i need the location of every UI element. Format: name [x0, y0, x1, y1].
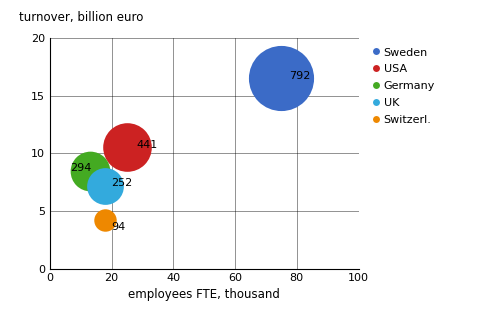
X-axis label: employees FTE, thousand: employees FTE, thousand — [128, 288, 280, 301]
Text: 94: 94 — [112, 222, 126, 232]
Legend: Sweden, USA, Germany, UK, Switzerl.: Sweden, USA, Germany, UK, Switzerl. — [371, 44, 438, 129]
Text: 294: 294 — [70, 163, 91, 173]
Text: 252: 252 — [112, 178, 133, 188]
Text: 792: 792 — [289, 71, 310, 81]
Point — [102, 183, 110, 188]
Point — [277, 76, 285, 81]
Text: turnover, billion euro: turnover, billion euro — [19, 11, 143, 24]
Point — [123, 145, 131, 150]
Point — [102, 218, 110, 223]
Text: 441: 441 — [136, 140, 157, 150]
Point — [86, 168, 94, 173]
